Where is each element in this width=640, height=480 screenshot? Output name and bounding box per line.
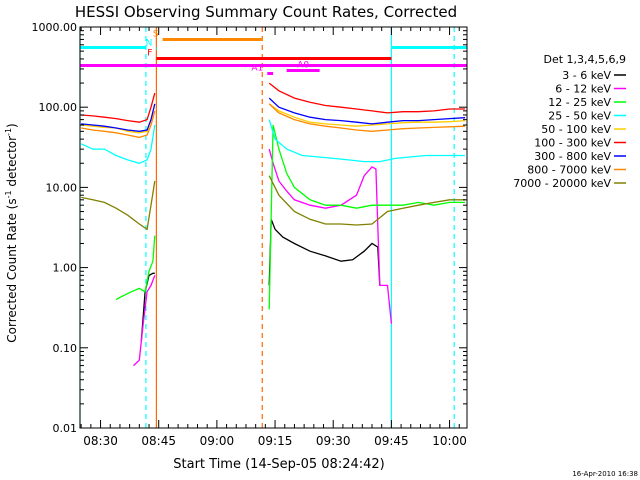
footer-date: 16-Apr-2010 16:38 bbox=[572, 470, 638, 478]
y-tick-label: 1.00 bbox=[53, 262, 78, 275]
flag-label-f: F bbox=[147, 49, 152, 59]
y-axis-label-main: Corrected Count Rate (s bbox=[5, 198, 19, 342]
x-tick-label: 09:30 bbox=[316, 434, 351, 448]
y-axis-label-end: ) bbox=[5, 123, 19, 128]
y-tick-label: 0.10 bbox=[53, 342, 78, 355]
legend-label-100-300-kev: 100 - 300 keV bbox=[534, 137, 611, 150]
y-tick-label: 1000.00 bbox=[32, 21, 78, 34]
y-tick-label: 100.00 bbox=[39, 101, 78, 114]
y-axis-label: Corrected Count Rate (s-1 detector-1) bbox=[4, 123, 19, 342]
legend-label-25-50-kev: 25 - 50 keV bbox=[548, 110, 611, 123]
flag-label-n: N bbox=[146, 39, 153, 49]
series-12-25-kev-seg2 bbox=[268, 124, 466, 310]
series-300-800-kev-seg2 bbox=[268, 97, 466, 125]
svg-text:Corrected Count Rate (s-1 dete: Corrected Count Rate (s-1 detector-1) bbox=[4, 123, 19, 342]
series-7000-20000-kev-seg2 bbox=[268, 175, 466, 226]
legend-title: Det 1,3,4,5,6,9 bbox=[543, 53, 626, 66]
series-25-50-kev-seg2 bbox=[268, 119, 466, 163]
plot-frame bbox=[79, 26, 468, 429]
legend-label-3-6-kev: 3 - 6 keV bbox=[562, 69, 611, 82]
x-tick-label: 08:45 bbox=[141, 434, 176, 448]
flag-label-s: S bbox=[153, 30, 159, 40]
x-tick-label: 09:00 bbox=[200, 434, 235, 448]
flag-label-a1: A1 bbox=[251, 64, 263, 74]
x-tick-label: 08:30 bbox=[83, 434, 118, 448]
legend-label-300-800-kev: 300 - 800 keV bbox=[534, 150, 611, 163]
series-800-7000-kev-seg2 bbox=[268, 103, 466, 132]
series-3-6-kev-seg1 bbox=[140, 272, 155, 342]
legend-label-7000-20000-kev: 7000 - 20000 keV bbox=[513, 177, 611, 190]
legend-label-50-100-kev: 50 - 100 keV bbox=[541, 123, 611, 136]
y-axis-label-sup2: -1 bbox=[4, 128, 13, 136]
series-3-6-kev-seg2 bbox=[268, 219, 381, 286]
series-12-25-kev-seg1 bbox=[115, 235, 156, 301]
series-25-50-kev-seg1 bbox=[80, 124, 156, 164]
series-100-300-kev-seg2 bbox=[268, 82, 466, 114]
y-axis-label-mid: detector bbox=[5, 136, 19, 191]
x-tick-label: 10:00 bbox=[432, 434, 467, 448]
x-axis-label: Start Time (14-Sep-05 08:24:42) bbox=[173, 457, 384, 472]
flag-label-a0: A0 bbox=[297, 61, 309, 71]
y-tick-label: 0.01 bbox=[53, 422, 78, 435]
series-100-300-kev-seg1 bbox=[81, 92, 156, 123]
series-50-100-kev-seg2 bbox=[268, 103, 466, 127]
x-tick-label: 09:15 bbox=[258, 434, 293, 448]
axes: 1000.00 100.00 10.00 1.00 0.10 0.01 08:30 08:45… bbox=[32, 21, 468, 448]
series-7000-20000-kev-seg1 bbox=[81, 180, 156, 231]
chart-title: HESSI Observing Summary Count Rates, Cor… bbox=[75, 3, 457, 21]
y-tick-label: 10.00 bbox=[46, 181, 78, 194]
flag-bars: SNF A0 A1 bbox=[80, 30, 467, 75]
legend-label-800-7000-kev: 800 - 7000 keV bbox=[527, 164, 611, 177]
x-tick-label: 09:45 bbox=[374, 434, 409, 448]
legend-label-6-12-kev: 6 - 12 keV bbox=[555, 83, 611, 96]
series-6-12-kev-seg1 bbox=[133, 275, 156, 367]
y-axis-label-sup1: -1 bbox=[4, 190, 13, 198]
plot-area bbox=[79, 27, 466, 428]
series-800-7000-kev-seg1 bbox=[81, 110, 156, 139]
series-300-800-kev-seg1 bbox=[81, 103, 156, 132]
legend-label-12-25-kev: 12 - 25 keV bbox=[548, 96, 611, 109]
